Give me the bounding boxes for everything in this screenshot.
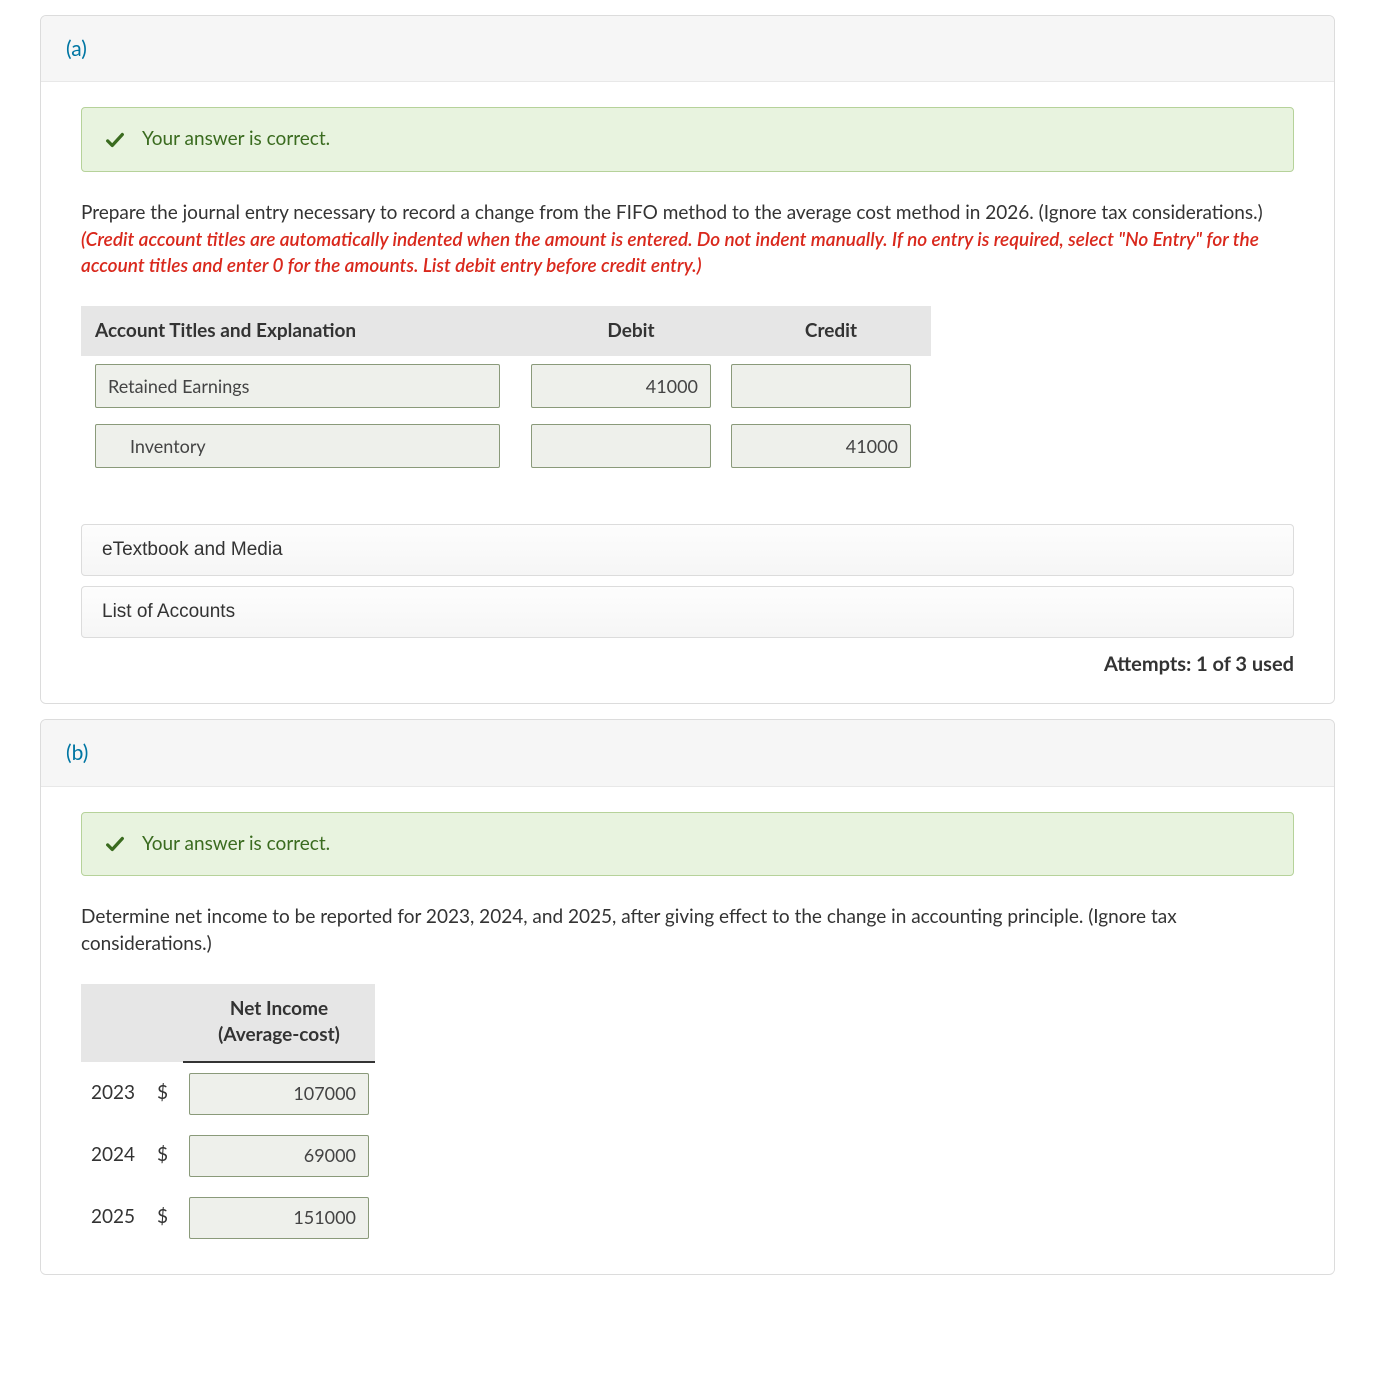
blank-header	[151, 984, 183, 1062]
currency-symbol: $	[151, 1062, 183, 1125]
part-a-label: (a)	[66, 36, 87, 61]
success-banner: Your answer is correct.	[81, 812, 1294, 877]
success-message: Your answer is correct.	[142, 126, 330, 153]
income-row: 2023 $ 107000	[81, 1062, 375, 1125]
success-banner: Your answer is correct.	[81, 107, 1294, 172]
income-input[interactable]: 107000	[189, 1073, 369, 1115]
question-plain: Prepare the journal entry necessary to r…	[81, 201, 1263, 224]
net-income-table: Net Income (Average-cost) 2023 $ 107000 …	[81, 984, 375, 1249]
part-b-body: Your answer is correct. Determine net in…	[41, 787, 1334, 1274]
blank-header	[81, 984, 151, 1062]
journal-entry-table: Account Titles and Explanation Debit Cre…	[81, 306, 931, 477]
debit-input[interactable]	[531, 424, 711, 468]
journal-row: Inventory 41000	[81, 416, 931, 476]
currency-symbol: $	[151, 1125, 183, 1187]
etextbook-button[interactable]: eTextbook and Media	[81, 524, 1294, 576]
part-b-card: (b) Your answer is correct. Determine ne…	[40, 719, 1335, 1274]
credit-input[interactable]: 41000	[731, 424, 911, 468]
part-b-header: (b)	[41, 720, 1334, 786]
part-a-body: Your answer is correct. Prepare the jour…	[41, 82, 1334, 703]
part-b-label: (b)	[66, 740, 88, 765]
question-instruction: (Credit account titles are automatically…	[81, 228, 1259, 278]
attempts-indicator: Attempts: 1 of 3 used	[81, 650, 1294, 678]
check-icon	[104, 833, 126, 855]
part-b-question: Determine net income to be reported for …	[81, 904, 1294, 957]
col-header-credit: Credit	[731, 306, 931, 357]
year-label: 2023	[81, 1062, 151, 1125]
part-a-header: (a)	[41, 16, 1334, 82]
header-line2: (Average-cost)	[199, 1022, 359, 1049]
currency-symbol: $	[151, 1187, 183, 1249]
income-row: 2025 $ 151000	[81, 1187, 375, 1249]
part-a-card: (a) Your answer is correct. Prepare the …	[40, 15, 1335, 704]
credit-input[interactable]	[731, 364, 911, 408]
resource-buttons: eTextbook and Media List of Accounts	[81, 524, 1294, 638]
account-title-input[interactable]: Inventory	[95, 424, 500, 468]
year-label: 2024	[81, 1125, 151, 1187]
debit-input[interactable]: 41000	[531, 364, 711, 408]
year-label: 2025	[81, 1187, 151, 1249]
account-title-input[interactable]: Retained Earnings	[95, 364, 500, 408]
part-a-question: Prepare the journal entry necessary to r…	[81, 200, 1294, 280]
journal-row: Retained Earnings 41000	[81, 356, 931, 416]
success-message: Your answer is correct.	[142, 831, 330, 858]
income-input[interactable]: 69000	[189, 1135, 369, 1177]
net-income-header: Net Income (Average-cost)	[183, 984, 375, 1062]
income-row: 2024 $ 69000	[81, 1125, 375, 1187]
header-line1: Net Income	[199, 996, 359, 1023]
col-header-account: Account Titles and Explanation	[81, 306, 531, 357]
income-input[interactable]: 151000	[189, 1197, 369, 1239]
col-header-debit: Debit	[531, 306, 731, 357]
check-icon	[104, 129, 126, 151]
list-of-accounts-button[interactable]: List of Accounts	[81, 586, 1294, 638]
